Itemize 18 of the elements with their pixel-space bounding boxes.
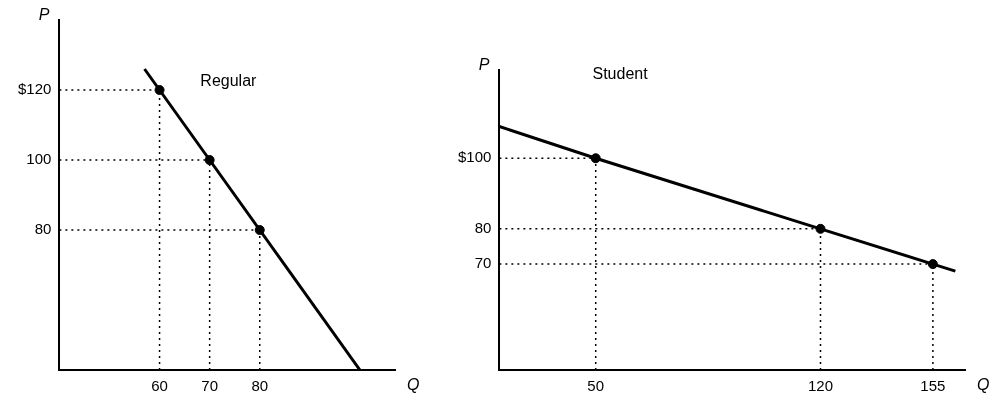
y-axis-title: P <box>38 6 50 24</box>
x-tick-label: 50 <box>587 377 605 395</box>
y-tick-label: $100 <box>457 148 492 166</box>
y-tick-label: 70 <box>474 254 492 272</box>
x-tick-label: 80 <box>251 377 269 395</box>
y-tick-label: 80 <box>474 218 492 236</box>
x-tick-label: 60 <box>151 377 168 395</box>
x-tick-label: 155 <box>920 377 946 395</box>
x-tick-label: 70 <box>201 377 218 395</box>
annotation: Regular <box>200 72 258 90</box>
y-tick-label: $120 <box>17 80 52 98</box>
x-axis-title: Q <box>407 376 420 394</box>
x-axis-title: Q <box>977 376 990 394</box>
x-tick-label: 120 <box>807 377 834 395</box>
y-axis-title: P <box>478 56 490 74</box>
y-tick-label: 80 <box>34 220 52 238</box>
annotation: Student <box>592 65 649 83</box>
y-tick-label: 100 <box>26 150 52 168</box>
